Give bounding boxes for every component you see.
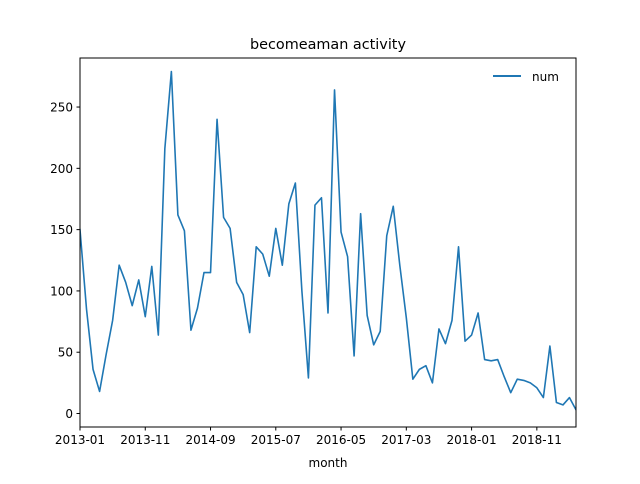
x-tick-label: 2018-11	[512, 433, 562, 447]
y-tick-label: 50	[58, 346, 73, 360]
legend-label-num: num	[532, 70, 559, 84]
x-tick-label: 2013-11	[120, 433, 170, 447]
x-tick-label: 2015-07	[251, 433, 301, 447]
series-line-num	[80, 70, 576, 411]
x-tick-label: 2013-01	[55, 433, 105, 447]
y-tick-label: 100	[50, 284, 73, 298]
x-tick-label: 2017-03	[381, 433, 431, 447]
y-tick-label: 250	[50, 101, 73, 115]
x-tick-label: 2016-05	[316, 433, 366, 447]
y-tick-label: 200	[50, 162, 73, 176]
chart-title: becomeaman activity	[250, 37, 406, 53]
plot-area: 0 50 100 150 200 250 2013-01 2013-11 2014-09 2015…	[50, 70, 576, 447]
plot-frame	[79, 57, 577, 428]
y-tick-label: 150	[50, 223, 73, 237]
x-tick-label: 2014-09	[185, 433, 235, 447]
y-tick-label: 0	[65, 407, 73, 421]
x-axis-label: month	[309, 456, 348, 470]
legend: num	[482, 64, 570, 90]
x-tick-label: 2018-01	[447, 433, 497, 447]
